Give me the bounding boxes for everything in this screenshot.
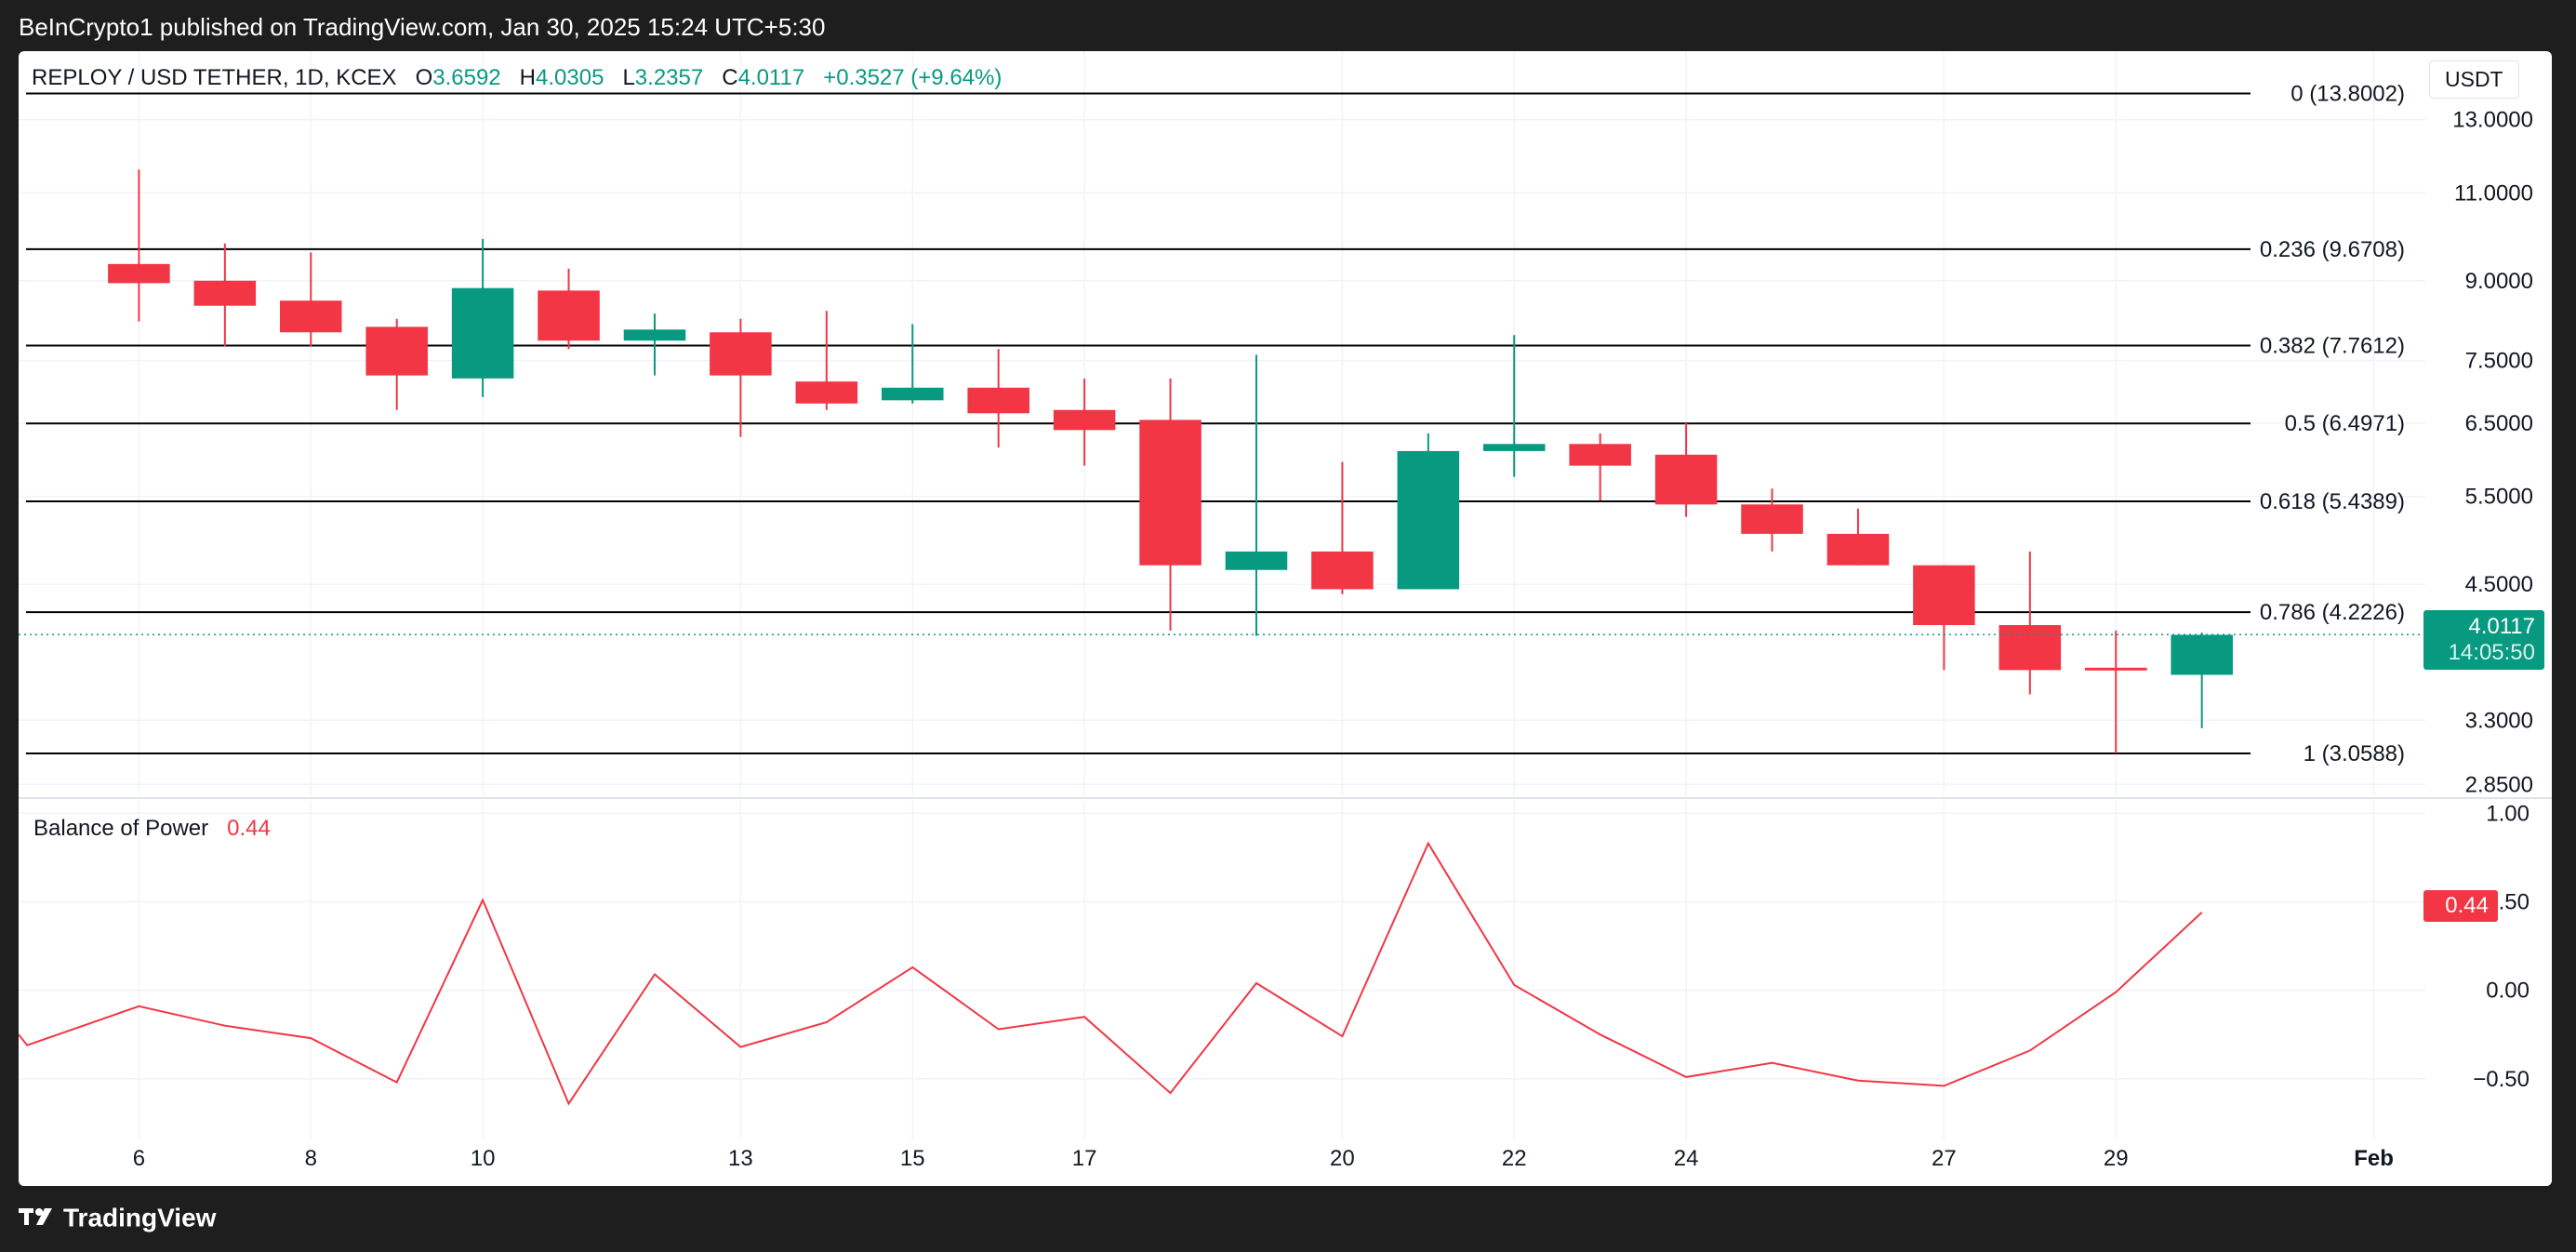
bop-name[interactable]: Balance of Power xyxy=(33,816,209,841)
time-tick-label: Feb xyxy=(2354,1146,2394,1171)
bop-grid xyxy=(19,801,2425,1139)
price-tick-label: 3.3000 xyxy=(2465,708,2533,733)
symbol-legend: REPLOY / USD TETHER, 1D, KCEX O3.6592 H4… xyxy=(32,65,1002,91)
fib-label: 0.786 (4.2226) xyxy=(2260,600,2405,625)
candle-body xyxy=(881,387,944,401)
candle-body xyxy=(1225,551,1288,570)
candle-body xyxy=(365,326,428,376)
candle-body xyxy=(1482,444,1546,451)
fib-label: 0.236 (9.6708) xyxy=(2260,237,2405,262)
open-label: O xyxy=(415,65,433,90)
change-value: +0.3527 (+9.64%) xyxy=(823,65,1003,90)
price-tick-label: 2.8500 xyxy=(2465,772,2533,797)
candle-body xyxy=(2171,634,2233,675)
close-label: C xyxy=(722,65,738,90)
fib-label: 0.618 (5.4389) xyxy=(2260,489,2405,514)
price-tick-label: 7.5000 xyxy=(2465,349,2533,374)
bop-axis: 1.000.500.00−0.50 xyxy=(2473,801,2530,1092)
chart-panel[interactable]: 0 (13.8002) 0.236 (9.6708) 0.382 (7.7612) 0… xyxy=(19,51,2552,1186)
tradingview-footer[interactable]: TradingView xyxy=(19,1202,216,1239)
time-axis: 6 8 10 13 15 17 20 22 24 27 29 Feb xyxy=(19,1141,2552,1186)
pane-separator[interactable] xyxy=(19,797,2552,799)
bop-series xyxy=(19,841,2203,1106)
candle-body xyxy=(967,387,1029,414)
bop-value-badge: 0.44 xyxy=(2423,890,2498,922)
time-tick-label: 15 xyxy=(900,1146,925,1171)
last-price-badge: 4.0117 14:05:50 xyxy=(2423,610,2544,670)
candle-body xyxy=(193,280,257,306)
time-tick-label: 8 xyxy=(305,1146,317,1171)
time-tick-label: 17 xyxy=(1072,1146,1097,1171)
candle-body xyxy=(1569,444,1631,466)
currency-unit-button[interactable]: USDT xyxy=(2429,60,2519,99)
bop-legend: Balance of Power 0.44 xyxy=(33,816,271,842)
tradingview-brand: TradingView xyxy=(63,1203,217,1232)
fib-levels: 0 (13.8002) 0.236 (9.6708) 0.382 (7.7612) 0… xyxy=(26,81,2405,766)
low-label: L xyxy=(622,65,635,90)
candle-body xyxy=(1998,625,2062,671)
fib-label: 0.5 (6.4971) xyxy=(2285,411,2405,436)
candle-body xyxy=(1311,551,1374,590)
candle-body xyxy=(1741,504,1803,534)
candlestick-series xyxy=(19,169,2425,753)
time-tick-label: 6 xyxy=(133,1146,145,1171)
bop-value: 0.44 xyxy=(227,816,271,841)
candle-body xyxy=(538,290,600,341)
candle-body xyxy=(710,332,772,376)
last-price-value: 4.0117 xyxy=(2468,614,2535,639)
candle-body xyxy=(1139,420,1202,566)
candle-body xyxy=(1654,454,1718,505)
chart-canvas[interactable]: 0 (13.8002) 0.236 (9.6708) 0.382 (7.7612) 0… xyxy=(19,51,2552,1186)
countdown-timer: 14:05:50 xyxy=(2448,640,2535,665)
price-axis: 13.0000 11.0000 9.0000 7.5000 6.5000 5.5000 4.… xyxy=(2452,108,2533,798)
price-tick-label: 9.0000 xyxy=(2465,269,2533,294)
time-axis-bg xyxy=(19,1141,2552,1186)
price-tick-label: 11.0000 xyxy=(2454,180,2533,206)
candle-body xyxy=(108,263,170,284)
price-tick-label: 13.0000 xyxy=(2452,108,2533,133)
time-tick-label: 22 xyxy=(1502,1146,1527,1171)
price-tick-label: 4.5000 xyxy=(2465,572,2533,597)
low-value: 3.2357 xyxy=(634,65,704,90)
price-tick-label: 6.5000 xyxy=(2465,411,2533,436)
price-tick-label: 5.5000 xyxy=(2465,485,2533,510)
bop-tick-label: −0.50 xyxy=(2473,1067,2530,1092)
high-value: 4.0305 xyxy=(536,65,604,90)
time-tick-label: 24 xyxy=(1674,1146,1699,1171)
time-tick-label: 13 xyxy=(728,1146,753,1171)
high-label: H xyxy=(519,65,537,90)
candle-body xyxy=(623,329,686,341)
open-value: 3.6592 xyxy=(432,65,501,90)
time-tick-label: 20 xyxy=(1330,1146,1355,1171)
tradingview-logo-icon xyxy=(19,1204,58,1233)
candle-body xyxy=(2084,667,2147,671)
candle-body xyxy=(451,287,514,379)
bop-tick-label: 0.00 xyxy=(2486,979,2530,1004)
candle-body xyxy=(1913,565,1975,626)
publisher-text: BeInCrypto1 published on TradingView.com… xyxy=(19,13,826,41)
candle-body xyxy=(795,381,858,404)
candle-body xyxy=(1826,533,1890,566)
close-value: 4.0117 xyxy=(737,65,805,90)
fib-label: 0.382 (7.7612) xyxy=(2260,334,2405,359)
bop-tick-label: 1.00 xyxy=(2486,801,2530,826)
candle-body xyxy=(279,300,342,333)
fib-label: 0 (13.8002) xyxy=(2291,81,2405,106)
symbol-name[interactable]: REPLOY / USD TETHER, 1D, KCEX xyxy=(32,65,397,90)
publisher-bar: BeInCrypto1 published on TradingView.com… xyxy=(0,0,2576,51)
fib-label: 1 (3.0588) xyxy=(2304,741,2405,766)
candle-body xyxy=(1053,409,1116,431)
time-tick-label: 27 xyxy=(1932,1146,1957,1171)
time-tick-label: 10 xyxy=(471,1146,496,1171)
candle-body xyxy=(1397,450,1460,590)
time-tick-label: 29 xyxy=(2104,1146,2129,1171)
bop-line xyxy=(19,841,2203,1106)
